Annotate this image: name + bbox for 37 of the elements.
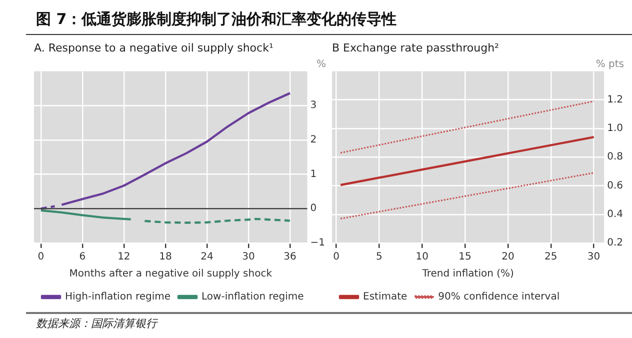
y-tick-label: 0.4 — [607, 208, 624, 220]
y-tick-label: 1.2 — [607, 94, 624, 106]
source-note: 数据来源：国际清算银行 — [36, 316, 157, 331]
x-axis-title: Months after a negative oil supply shock — [69, 268, 272, 280]
y-axis-title: % — [316, 58, 326, 70]
legend-label: 90% confidence interval — [438, 292, 560, 303]
y-tick-label: −1 — [310, 238, 326, 249]
x-tick-label: 6 — [79, 252, 86, 263]
y-tick-label: 2 — [310, 134, 317, 146]
x-tick-label: 12 — [118, 252, 130, 263]
x-tick-label: 0 — [38, 252, 44, 263]
x-tick-label: 20 — [502, 252, 514, 263]
x-tick-label: 30 — [587, 252, 600, 263]
x-axis-title: Trend inflation (%) — [421, 268, 514, 280]
y-tick-label: 0.2 — [607, 238, 624, 249]
legend-label: Estimate — [363, 292, 408, 303]
y-tick-label: 1.0 — [607, 123, 624, 134]
x-tick-label: 0 — [333, 252, 340, 263]
legend-label: Low-inflation regime — [202, 292, 304, 303]
y-tick-label: 0 — [310, 203, 317, 214]
x-tick-label: 10 — [416, 252, 428, 263]
chart-title: A. Response to a negative oil supply shock¹ — [34, 41, 274, 54]
x-tick-label: 30 — [242, 252, 255, 263]
x-tick-label: 15 — [458, 252, 472, 263]
x-tick-label: 18 — [159, 252, 172, 263]
x-tick-label: 36 — [284, 252, 296, 263]
x-tick-label: 24 — [200, 252, 214, 263]
caption: 图 7：低通货膨胀制度抑制了油价和汇率变化的传导性 — [36, 10, 397, 29]
legend-label: High-inflation regime — [65, 292, 171, 303]
y-tick-label: 3 — [310, 100, 317, 112]
y-tick-label: 0.6 — [607, 180, 624, 192]
y-axis-title: % pts — [596, 58, 624, 70]
y-tick-label: 1 — [310, 168, 317, 180]
x-tick-label: 5 — [376, 252, 382, 263]
x-tick-label: 25 — [544, 252, 558, 263]
y-tick-label: 0.8 — [607, 152, 624, 163]
chart-title: B Exchange rate passthrough² — [332, 41, 499, 54]
